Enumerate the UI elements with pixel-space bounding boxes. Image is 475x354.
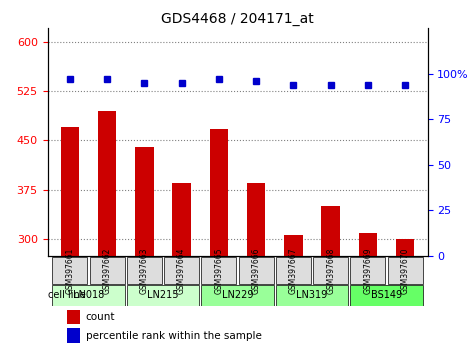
Bar	[66, 310, 80, 324]
Text: GSM397665: GSM397665	[214, 247, 223, 293]
Text: LN215: LN215	[147, 290, 179, 300]
Text: GSM397662: GSM397662	[103, 247, 112, 293]
FancyBboxPatch shape	[276, 285, 348, 306]
Text: GSM397666: GSM397666	[252, 247, 261, 293]
Bar	[209, 129, 228, 354]
Bar	[247, 183, 266, 354]
Bar	[66, 328, 80, 343]
Title: GDS4468 / 204171_at: GDS4468 / 204171_at	[161, 12, 314, 26]
FancyBboxPatch shape	[276, 257, 311, 284]
FancyBboxPatch shape	[313, 257, 348, 284]
FancyBboxPatch shape	[164, 257, 199, 284]
Text: LN229: LN229	[222, 290, 253, 300]
Text: GSM397668: GSM397668	[326, 247, 335, 293]
FancyBboxPatch shape	[388, 257, 423, 284]
FancyBboxPatch shape	[90, 257, 124, 284]
Bar	[135, 147, 154, 354]
Text: LN018: LN018	[73, 290, 104, 300]
Bar	[172, 183, 191, 354]
Text: GSM397667: GSM397667	[289, 247, 298, 293]
FancyBboxPatch shape	[52, 285, 124, 306]
Bar	[60, 127, 79, 354]
FancyBboxPatch shape	[351, 285, 423, 306]
Text: GSM397664: GSM397664	[177, 247, 186, 293]
Bar	[359, 233, 377, 354]
Bar	[284, 235, 303, 354]
Bar	[396, 239, 415, 354]
FancyBboxPatch shape	[201, 257, 237, 284]
FancyBboxPatch shape	[127, 257, 162, 284]
Bar	[98, 111, 116, 354]
Text: GSM397670: GSM397670	[400, 247, 409, 293]
Text: GSM397669: GSM397669	[363, 247, 372, 293]
Text: GSM397663: GSM397663	[140, 247, 149, 293]
Text: count: count	[86, 312, 115, 322]
FancyBboxPatch shape	[351, 257, 385, 284]
Bar	[321, 206, 340, 354]
Text: percentile rank within the sample: percentile rank within the sample	[86, 331, 261, 341]
Text: LN319: LN319	[296, 290, 328, 300]
Text: GSM397661: GSM397661	[66, 247, 75, 293]
FancyBboxPatch shape	[127, 285, 199, 306]
Text: cell line: cell line	[48, 290, 86, 300]
Text: BS149: BS149	[371, 290, 402, 300]
FancyBboxPatch shape	[52, 257, 87, 284]
FancyBboxPatch shape	[238, 257, 274, 284]
FancyBboxPatch shape	[201, 285, 274, 306]
